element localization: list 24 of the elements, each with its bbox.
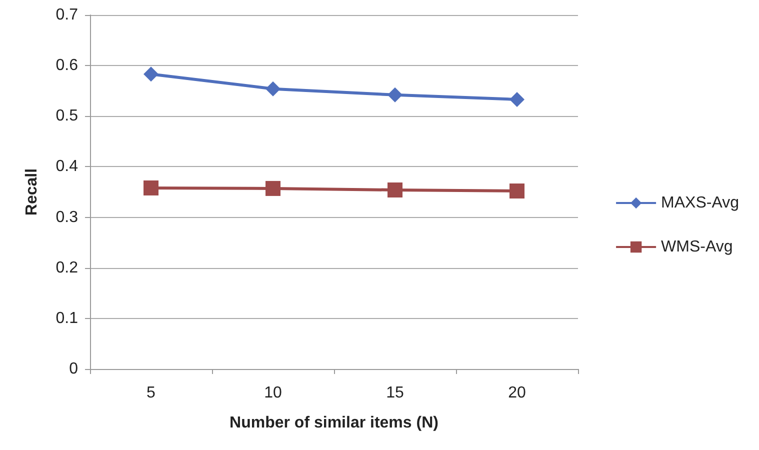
point [388, 87, 402, 102]
point [510, 92, 524, 107]
x-tick-label: 15 [386, 384, 404, 402]
y-tick-label: 0 [69, 360, 78, 378]
legend-label: MAXS-Avg [661, 194, 739, 212]
point [266, 81, 280, 96]
x-tick-label: 20 [508, 384, 526, 402]
x-axis-title: Number of similar items (N) [230, 414, 438, 432]
y-axis-title: Recall [24, 168, 40, 216]
point [144, 66, 158, 82]
point [144, 180, 158, 196]
x-tick-label: 5 [146, 384, 156, 402]
point [388, 182, 402, 198]
legend-label: WMS-Avg [661, 238, 733, 256]
x-tick-label: 10 [264, 384, 282, 402]
y-tick-label: 0.3 [56, 208, 78, 226]
point [510, 183, 524, 198]
y-tick-label: 0.7 [56, 6, 78, 24]
y-tick-label: 0.1 [56, 310, 78, 327]
y-tick-label: 0.6 [56, 57, 78, 74]
point [266, 180, 280, 196]
y-tick-label: 0.5 [56, 108, 78, 125]
y-tick-label: 0.4 [56, 158, 78, 176]
y-tick-label: 0.2 [56, 259, 78, 276]
